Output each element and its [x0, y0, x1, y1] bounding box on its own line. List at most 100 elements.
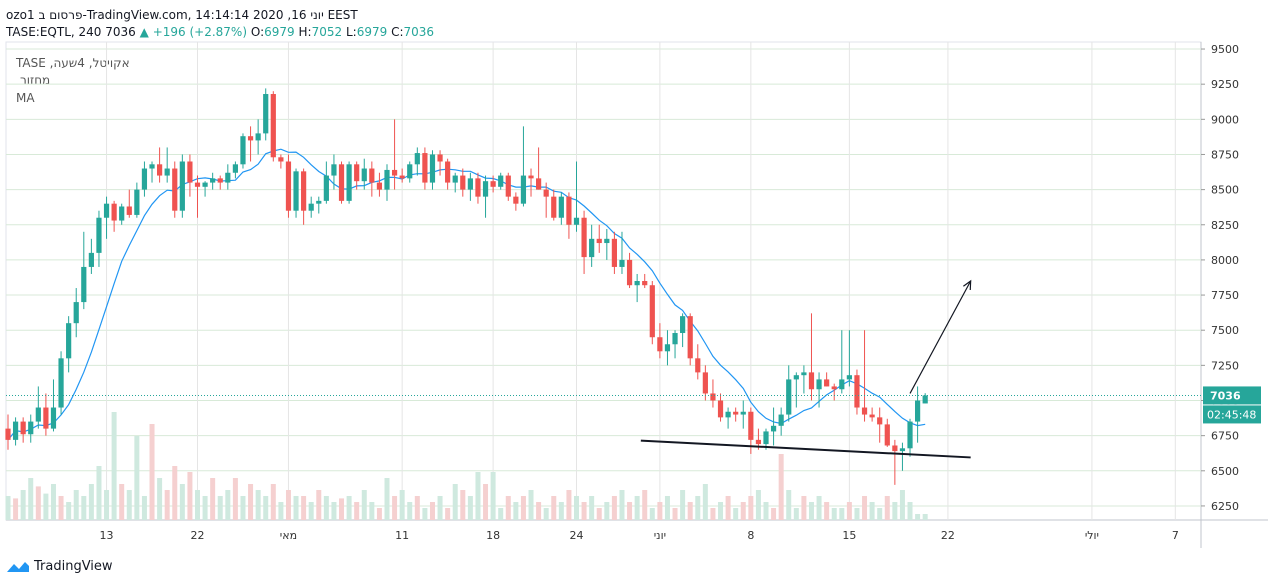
candle-body [460, 175, 466, 190]
volume-bar [831, 508, 837, 520]
candle [263, 88, 269, 141]
candle-body [770, 425, 777, 432]
countdown-tag-label: 02:45:48 [1207, 408, 1256, 421]
candle [20, 417, 26, 443]
candle-body [642, 281, 648, 286]
volume-bar [316, 490, 322, 520]
volume-bar [43, 493, 49, 520]
tradingview-logo-icon [7, 561, 29, 572]
candle [179, 154, 185, 218]
tradingview-footer[interactable]: TradingView [6, 559, 113, 574]
ma-legend[interactable]: MA [16, 91, 35, 105]
candle-body [657, 337, 663, 352]
countdown-tag [1203, 405, 1261, 424]
x-tick-label: 8 [747, 529, 754, 542]
candle-body [202, 182, 208, 187]
candle-body [28, 421, 34, 435]
volume-bar [498, 508, 504, 520]
candle-body [369, 168, 375, 183]
candle-body [346, 164, 352, 201]
volume-bar [66, 502, 72, 520]
volume-bar [520, 496, 526, 520]
candle [225, 164, 231, 190]
candle-body [338, 164, 345, 201]
chart-legend-title[interactable]: TASE ,אקויטל, 4שעה [16, 56, 130, 70]
candle-body [702, 372, 708, 394]
candle-body [520, 175, 527, 204]
candle [164, 147, 170, 183]
volume-bar [179, 484, 185, 520]
candle [482, 175, 489, 218]
volume-bar [195, 490, 200, 520]
volume-bar [649, 508, 655, 520]
x-tick-label: 15 [842, 529, 856, 542]
candle-body [778, 414, 784, 426]
candle [536, 147, 542, 190]
volume-bar [634, 496, 640, 520]
volume-bar [854, 508, 860, 520]
x-tick-label: יוני [654, 529, 666, 542]
candle [581, 210, 587, 274]
candle-body [293, 171, 299, 211]
volume-bar [467, 496, 473, 520]
symbol[interactable]: TASE:EQTL, 240 [6, 25, 102, 39]
volume-bar [35, 486, 41, 520]
candle-body [66, 323, 72, 359]
candle-body [187, 161, 193, 183]
volume-bar [839, 508, 845, 520]
candle-body [88, 252, 94, 267]
candle-body [217, 178, 223, 183]
volume-bar [702, 484, 708, 520]
volume-bar [202, 496, 208, 520]
last-price-tag-label: 7036 [1210, 389, 1241, 402]
candle-body [899, 448, 906, 452]
volume-bar [627, 502, 633, 520]
candle [816, 372, 822, 408]
volume-bar [528, 490, 534, 520]
volume-bar [778, 454, 784, 520]
y-tick-label: 6500 [1211, 465, 1239, 478]
candle [66, 316, 72, 373]
candle-body [566, 196, 572, 225]
candle-body [528, 175, 534, 179]
candle-body [103, 203, 110, 218]
volume-bar [763, 502, 769, 520]
volume-bar [210, 478, 216, 520]
candle-body [164, 168, 170, 176]
candle-body [869, 414, 875, 418]
candle [270, 91, 276, 162]
candle [429, 150, 436, 190]
candle [12, 417, 19, 446]
candle-body [505, 175, 511, 197]
volume-bar [816, 496, 822, 520]
candle-body [141, 168, 148, 190]
volume-bar [111, 412, 117, 520]
candle [73, 288, 79, 338]
candle-body [73, 302, 79, 324]
candle-body [551, 196, 557, 218]
candle [520, 126, 527, 207]
volume-legend[interactable]: מחזור [20, 73, 51, 87]
candle-body [5, 428, 11, 440]
arrow-head-icon [963, 279, 972, 291]
volume-bar [558, 502, 564, 520]
candle [308, 196, 314, 218]
volume-bar [710, 508, 716, 520]
candle [733, 407, 739, 422]
candle-body [119, 206, 125, 221]
volume-bar [740, 502, 746, 520]
x-tick-label: 24 [570, 529, 584, 542]
candle-body [96, 217, 102, 253]
volume-bar [28, 478, 34, 520]
candle-body [543, 189, 549, 197]
candle [786, 365, 792, 422]
volume-bar [157, 478, 163, 520]
candle [301, 168, 307, 225]
volume-bar [429, 502, 435, 520]
candle [331, 154, 337, 190]
candle [824, 372, 830, 387]
close-value: 7036 [403, 25, 435, 39]
candle-body [740, 411, 746, 415]
candle [528, 168, 534, 197]
